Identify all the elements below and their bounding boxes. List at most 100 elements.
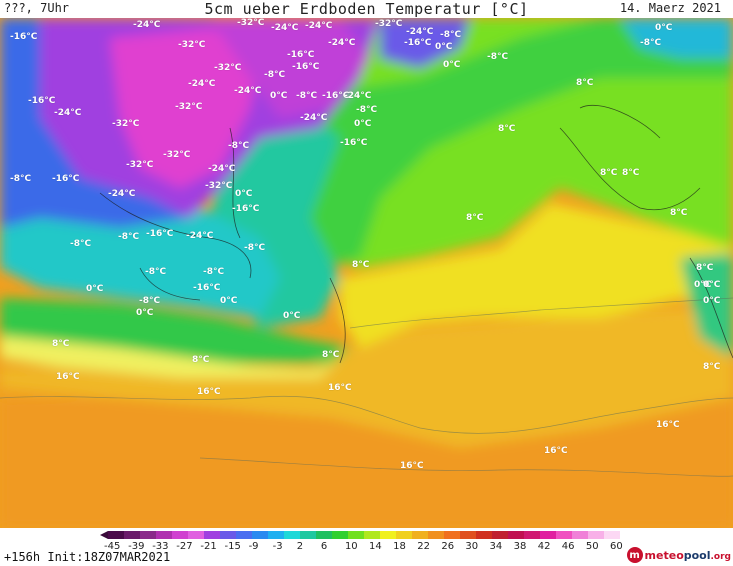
- isotherm-label: 0°C: [443, 60, 461, 70]
- isotherm-label: -24°C: [54, 108, 82, 118]
- colorbar-swatch: [268, 531, 284, 539]
- colorbar-tick-label: 42: [537, 541, 551, 552]
- colorbar-swatch: [428, 531, 444, 539]
- isotherm-label: -24°C: [234, 86, 262, 96]
- colorbar-swatch: [508, 531, 524, 539]
- colorbar-swatch: [252, 531, 268, 539]
- colorbar-swatch: [156, 531, 172, 539]
- colorbar-swatch: [108, 531, 124, 539]
- colorbar-swatch: [556, 531, 572, 539]
- colorbar-tick-label: 46: [561, 541, 575, 552]
- colorbar-swatch: [332, 531, 348, 539]
- isotherm-label: -16°C: [52, 174, 80, 184]
- logo-mark-icon: m: [626, 547, 643, 563]
- colorbar-swatch: [412, 531, 428, 539]
- isotherm-label: -32°C: [205, 181, 233, 191]
- isotherm-label: -32°C: [178, 40, 206, 50]
- map-footer: -45 -39 -33 -27 -21 -15 -9 -3 2 6 10 14 18 22 26 30 34 38…: [0, 528, 733, 566]
- colorbar-swatch: [188, 531, 204, 539]
- isotherm-label: -16°C: [10, 32, 38, 42]
- isotherm-label: 0°C: [235, 189, 253, 199]
- isotherm-label: -16°C: [292, 62, 320, 72]
- isotherm-label: 8°C: [352, 260, 370, 270]
- isotherm-label: 8°C: [192, 355, 210, 365]
- isotherm-label: 8°C: [52, 339, 70, 349]
- meteopool-logo[interactable]: m meteopool.org: [626, 546, 731, 564]
- isotherm-label: 0°C: [136, 308, 154, 318]
- isotherm-label: -8°C: [10, 174, 32, 184]
- isotherm-label: -8°C: [640, 38, 662, 48]
- isotherm-label: 0°C: [354, 119, 372, 129]
- isotherm-label: -8°C: [118, 232, 140, 242]
- colorbar-tick-label: -33: [152, 541, 169, 552]
- colorbar-tick-label: -45: [104, 541, 121, 552]
- isotherm-label: 8°C: [600, 168, 618, 178]
- isotherm-label: -8°C: [203, 267, 225, 277]
- init-time: +156h Init:18Z07MAR2021: [4, 550, 171, 564]
- isotherm-label: -16°C: [404, 38, 432, 48]
- isotherm-label: -8°C: [145, 267, 167, 277]
- colorbar-tick-label: 14: [369, 541, 382, 552]
- isotherm-label: -16°C: [146, 229, 174, 239]
- isotherm-label: -24°C: [208, 164, 236, 174]
- isotherm-label: -24°C: [188, 79, 216, 89]
- forecast-day-label: ???, 7Uhr: [4, 1, 70, 15]
- isotherm-label: 0°C: [283, 311, 301, 321]
- colorbar-tick-label: 34: [489, 541, 503, 552]
- isotherm-label: 8°C: [466, 213, 484, 223]
- logo-text-1: meteo: [644, 548, 684, 562]
- isotherm-label: -24°C: [271, 23, 299, 33]
- isotherm-label: 8°C: [576, 78, 594, 88]
- isotherm-label: -16°C: [287, 50, 315, 60]
- colorbar-swatch: [588, 531, 604, 539]
- isotherm-label: 8°C: [622, 168, 640, 178]
- isotherm-label: 0°C: [220, 296, 238, 306]
- isotherm-label: -24°C: [108, 189, 136, 199]
- colorbar-swatch: [572, 531, 588, 539]
- colorbar: [108, 531, 620, 539]
- colorbar-tick-label: 2: [296, 541, 304, 552]
- isotherm-label: -32°C: [214, 63, 242, 73]
- temperature-field: [0, 18, 733, 528]
- isotherm-label: -24°C: [133, 20, 161, 30]
- colorbar-swatch: [444, 531, 460, 539]
- logo-text-3: .org: [710, 551, 731, 562]
- colorbar-swatch: [524, 531, 540, 539]
- map-header: ???, 7Uhr 5cm ueber Erdboden Temperatur …: [0, 0, 733, 18]
- forecast-date: 14. Maerz 2021: [619, 1, 721, 15]
- isotherm-label: -24°C: [406, 27, 434, 37]
- colorbar-swatch: [284, 531, 300, 539]
- colorbar-tick-label: -15: [224, 541, 241, 552]
- isotherm-label: -8°C: [244, 243, 266, 253]
- isotherm-label: -32°C: [375, 19, 403, 29]
- colorbar-low-arrow: [100, 531, 108, 539]
- colorbar-swatch: [140, 531, 156, 539]
- isotherm-label: -32°C: [163, 150, 191, 160]
- isotherm-label: -8°C: [440, 30, 462, 40]
- colorbar-tick-label: 6: [320, 541, 328, 552]
- isotherm-label: 8°C: [322, 350, 340, 360]
- isotherm-label: -16°C: [322, 91, 350, 101]
- isotherm-label: 8°C: [703, 362, 721, 372]
- colorbar-swatch: [124, 531, 140, 539]
- isotherm-label: -16°C: [28, 96, 56, 106]
- isotherm-label: 0°C: [703, 280, 721, 290]
- colorbar-tick-label: -21: [200, 541, 217, 552]
- isotherm-label: -16°C: [232, 204, 260, 214]
- isotherm-label: -32°C: [112, 119, 140, 129]
- colorbar-swatch: [300, 531, 316, 539]
- temperature-map[interactable]: -16°C -24°C -32°C -24°C -24°C -24°C -16°C -8°C 0…: [0, 18, 733, 528]
- colorbar-swatch: [540, 531, 556, 539]
- isotherm-label: 16°C: [197, 387, 221, 397]
- isotherm-label: -8°C: [139, 296, 161, 306]
- isotherm-label: 16°C: [328, 383, 352, 393]
- colorbar-tick-label: 50: [585, 541, 599, 552]
- isotherm-label: 8°C: [498, 124, 516, 134]
- colorbar-tick-label: -9: [248, 541, 259, 552]
- isotherm-label: -32°C: [175, 102, 203, 112]
- colorbar-tick-label: 38: [513, 541, 527, 552]
- isotherm-label: -8°C: [356, 105, 378, 115]
- isotherm-label: 8°C: [696, 263, 714, 273]
- isotherm-label: -8°C: [487, 52, 509, 62]
- colorbar-tick-label: 60: [610, 541, 623, 552]
